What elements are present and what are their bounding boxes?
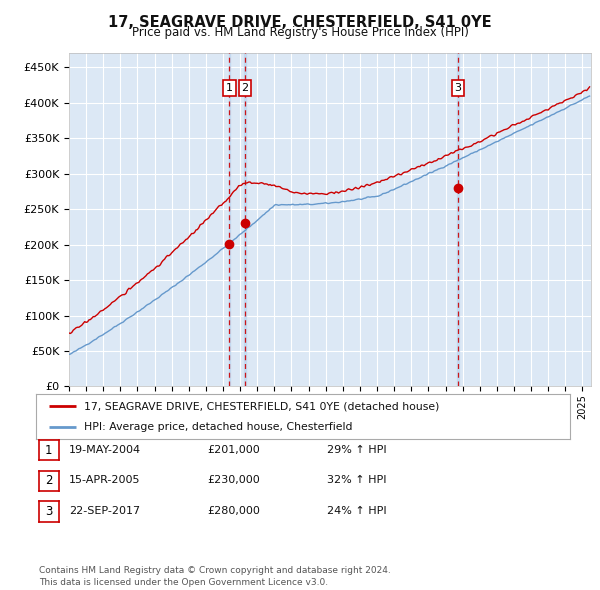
- Text: 24% ↑ HPI: 24% ↑ HPI: [327, 506, 386, 516]
- Text: 1: 1: [226, 83, 233, 93]
- Text: 22-SEP-2017: 22-SEP-2017: [69, 506, 140, 516]
- Text: £280,000: £280,000: [207, 506, 260, 516]
- Text: 29% ↑ HPI: 29% ↑ HPI: [327, 445, 386, 454]
- Text: 17, SEAGRAVE DRIVE, CHESTERFIELD, S41 0YE: 17, SEAGRAVE DRIVE, CHESTERFIELD, S41 0Y…: [108, 15, 492, 30]
- Text: 19-MAY-2004: 19-MAY-2004: [69, 445, 141, 454]
- Text: 1: 1: [45, 444, 53, 457]
- Text: £201,000: £201,000: [207, 445, 260, 454]
- Bar: [457, 53, 458, 386]
- Text: 32% ↑ HPI: 32% ↑ HPI: [327, 476, 386, 485]
- Text: 2: 2: [242, 83, 248, 93]
- Bar: [244, 53, 246, 386]
- Text: HPI: Average price, detached house, Chesterfield: HPI: Average price, detached house, Ches…: [84, 422, 353, 432]
- Text: 15-APR-2005: 15-APR-2005: [69, 476, 140, 485]
- Text: £230,000: £230,000: [207, 476, 260, 485]
- Text: Contains HM Land Registry data © Crown copyright and database right 2024.
This d: Contains HM Land Registry data © Crown c…: [39, 566, 391, 587]
- Text: Price paid vs. HM Land Registry's House Price Index (HPI): Price paid vs. HM Land Registry's House …: [131, 26, 469, 39]
- Bar: [229, 53, 230, 386]
- Text: 3: 3: [454, 83, 461, 93]
- Text: 3: 3: [45, 505, 53, 518]
- Text: 17, SEAGRAVE DRIVE, CHESTERFIELD, S41 0YE (detached house): 17, SEAGRAVE DRIVE, CHESTERFIELD, S41 0Y…: [84, 401, 439, 411]
- Text: 2: 2: [45, 474, 53, 487]
